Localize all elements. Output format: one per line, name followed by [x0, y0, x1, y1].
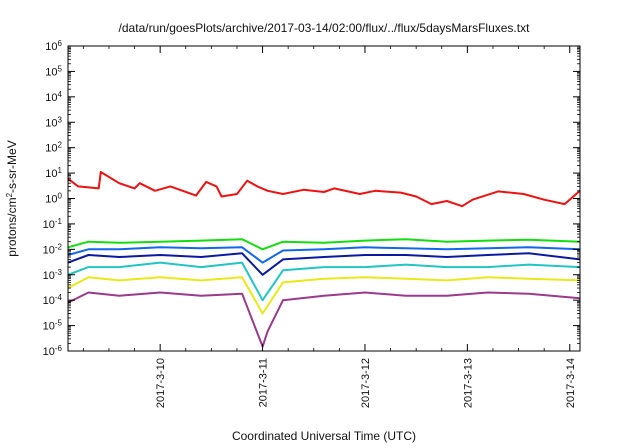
series-line-4 — [67, 252, 581, 276]
y-axis-title: protons/cm2-s-sr-MeV — [5, 140, 20, 256]
y-tick-label: 103 — [45, 115, 62, 130]
y-tick-label: 10-1 — [43, 216, 63, 231]
y-tick-label: 10-5 — [43, 318, 63, 333]
x-tick-label: 2017-3-14 — [565, 358, 577, 408]
y-tick-label: 10-3 — [43, 267, 63, 282]
series-line-2 — [67, 238, 581, 251]
y-ticks: 10-6 10-5 10-4 10-3 10-2 10-1 100 101 102 103 104 1… — [43, 39, 580, 359]
series-line-7 — [67, 291, 581, 348]
y-tick-label: 10-2 — [43, 242, 63, 256]
x-axis-title: Coordinated Universal Time (UTC) — [232, 429, 416, 443]
y-tick-label: 10-6 — [43, 344, 63, 359]
series-line-5 — [67, 261, 581, 302]
x-ticks: 2017-3-10 2017-3-11 2017-3-12 2017-3-13 2017… — [82, 46, 577, 408]
series-line-1 — [67, 171, 581, 208]
y-axis-title-sup: 2 — [5, 192, 14, 197]
series-line-3 — [67, 246, 581, 264]
chart-title: /data/run/goesPlots/archive/2017-03-14/0… — [119, 21, 531, 35]
y-tick-label: 104 — [45, 89, 62, 104]
y-axis-title-rest: -s-sr-MeV — [5, 140, 19, 193]
series-line-6 — [67, 276, 581, 315]
y-tick-label: 100 — [45, 191, 62, 206]
y-axis-title-main: protons/cm — [5, 197, 19, 256]
y-tick-label: 101 — [45, 166, 62, 181]
y-tick-label: 10-4 — [43, 293, 63, 308]
y-tick-label: 105 — [45, 64, 62, 79]
x-tick-label: 2017-3-11 — [258, 358, 270, 407]
x-tick-label: 2017-3-13 — [462, 358, 474, 408]
x-tick-label: 2017-3-10 — [155, 358, 167, 408]
y-tick-label: 106 — [45, 39, 62, 54]
x-tick-label: 2017-3-12 — [360, 358, 372, 408]
series-layer — [67, 171, 581, 348]
y-tick-label: 102 — [45, 140, 62, 155]
plot-frame — [67, 45, 581, 352]
